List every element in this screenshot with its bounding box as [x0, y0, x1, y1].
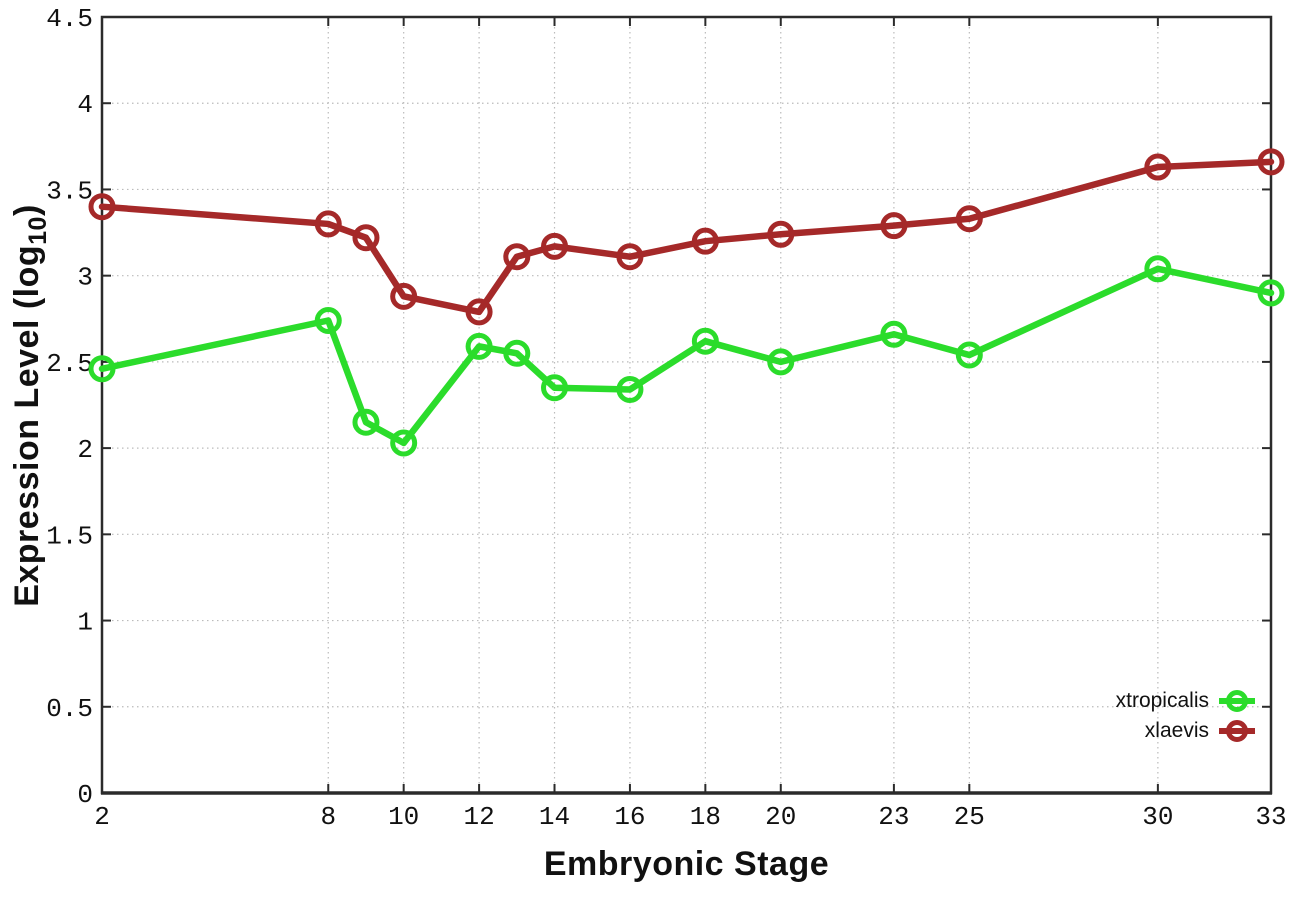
y-tick-label: 0	[77, 780, 93, 810]
data-point-xlaevis	[503, 243, 531, 271]
data-point-xlaevis	[88, 193, 116, 221]
data-point-xtropicalis	[616, 375, 644, 403]
y-tick-label: 1	[77, 608, 93, 638]
y-tick-label: 4	[77, 90, 93, 120]
legend-circle-icon	[1226, 720, 1248, 742]
series-points-xtropicalis	[88, 255, 1285, 457]
data-point-xlaevis	[691, 227, 719, 255]
series-line-xtropicalis	[98, 265, 1275, 447]
legend-marker-xlaevis	[1219, 718, 1255, 744]
data-point-xlaevis	[1257, 148, 1285, 176]
x-tick-label: 20	[765, 802, 796, 832]
series-line-xlaevis	[98, 158, 1275, 316]
x-tick-label: 23	[878, 802, 909, 832]
legend-marker-xtropicalis	[1219, 688, 1255, 714]
data-point-xlaevis	[314, 210, 342, 238]
y-tick-label: 4.5	[46, 4, 93, 34]
data-point-xtropicalis	[352, 408, 380, 436]
x-tick-label: 2	[94, 802, 110, 832]
plot-border	[100, 15, 1273, 795]
data-point-xlaevis	[616, 243, 644, 271]
data-point-xtropicalis	[503, 339, 531, 367]
data-point-xtropicalis	[880, 320, 908, 348]
x-tick-label: 16	[614, 802, 645, 832]
legend-circle-icon	[1226, 690, 1248, 712]
y-tick-label: 2	[77, 435, 93, 465]
data-point-xlaevis	[390, 282, 418, 310]
gridlines	[101, 16, 1272, 794]
legend-label-xtropicalis: xtropicalis	[1115, 689, 1209, 712]
tick-marks	[101, 16, 1272, 794]
data-point-xtropicalis	[465, 332, 493, 360]
x-tick-label: 10	[388, 802, 419, 832]
x-tick-label: 14	[539, 802, 570, 832]
x-tick-label: 8	[320, 802, 336, 832]
data-point-xtropicalis	[1144, 255, 1172, 283]
x-tick-label: 30	[1142, 802, 1173, 832]
legend-label-xlaevis: xlaevis	[1144, 719, 1209, 742]
y-tick-label: 0.5	[46, 694, 93, 724]
x-axis-title: Embryonic Stage	[543, 845, 830, 883]
data-point-xtropicalis	[88, 355, 116, 383]
y-tick-label: 2.5	[46, 349, 93, 379]
data-point-xlaevis	[465, 298, 493, 326]
data-point-xlaevis	[352, 224, 380, 252]
data-point-xtropicalis	[541, 374, 569, 402]
y-tick-label: 3	[77, 263, 93, 293]
x-tick-label: 25	[954, 802, 985, 832]
data-point-xtropicalis	[1257, 279, 1285, 307]
series-points-xlaevis	[88, 148, 1285, 326]
data-point-xtropicalis	[767, 348, 795, 376]
legend: xtropicalis xlaevis	[1116, 686, 1255, 746]
legend-item-xlaevis: xlaevis	[1145, 716, 1255, 746]
x-tick-label: 33	[1255, 802, 1286, 832]
tick-labels: 2 8 10 12 14 16 18 20 23 25 30 33 0 0.5 1 1.5 2 2.5 3 3.5 4 4…	[46, 4, 1286, 832]
x-tick-label: 18	[690, 802, 721, 832]
data-point-xlaevis	[1144, 153, 1172, 181]
data-point-xtropicalis	[955, 341, 983, 369]
data-point-xtropicalis	[691, 327, 719, 355]
legend-item-xtropicalis: xtropicalis	[1116, 686, 1255, 716]
data-point-xlaevis	[767, 220, 795, 248]
data-point-xlaevis	[880, 212, 908, 240]
data-point-xlaevis	[541, 232, 569, 260]
x-tick-label: 12	[463, 802, 494, 832]
data-point-xtropicalis	[390, 429, 418, 457]
data-point-xtropicalis	[314, 307, 342, 335]
y-tick-label: 1.5	[46, 521, 93, 551]
data-point-xlaevis	[955, 205, 983, 233]
y-tick-label: 3.5	[46, 176, 93, 206]
